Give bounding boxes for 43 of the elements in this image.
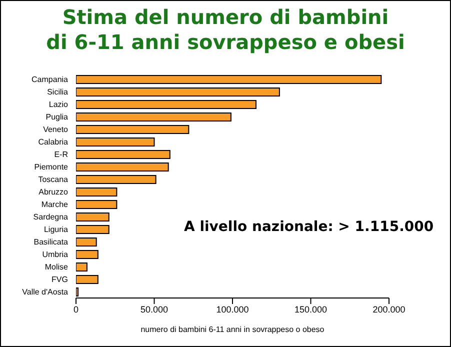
bar [76,200,118,209]
bar [76,88,280,96]
bar [76,138,155,146]
x-axis-title: numero di bambini 6-11 anni in sovrappeso o obeso [140,325,325,334]
bar [76,125,190,134]
bar [76,212,110,222]
y-tick-label: Umbria [42,250,69,260]
y-tick-label: Marche [41,200,69,210]
x-tick-label: 0 [73,304,79,314]
y-tick-label: Veneto [43,125,69,134]
x-tick-label: 150.000 [294,304,328,314]
bar [76,262,88,272]
bar [76,150,170,159]
y-tick-label: Puglia [46,112,69,122]
bar [76,275,98,284]
y-tick-label: Valle d'Aosta [22,288,69,297]
y-tick-label: Lazio [48,100,69,110]
y-tick-label: Abruzzo [38,188,69,197]
y-tick-label: FVG [52,275,68,284]
bar [76,238,97,246]
y-tick-label: Molise [44,262,69,272]
bar [76,100,256,109]
bar [76,112,232,122]
bar [76,250,98,259]
bar [76,75,382,84]
x-tick-label: 100.000 [216,304,249,314]
bar [76,175,156,184]
bar [76,162,169,172]
chart-title: Stima del numero di bambini di 6-11 anni sovrappeso e obesi [45,5,406,55]
y-tick-label: Calabria [38,138,69,147]
bar [76,225,110,234]
y-tick-label: Basilicata [34,238,69,247]
y-tick-label: Toscana [38,175,69,184]
annotation: A livello nazionale: > 1.115.000 [184,219,434,235]
y-tick-label: Campania [32,75,69,84]
y-tick-label: E-R [54,150,68,160]
y-tick-label: Sicilia [47,88,69,97]
x-tick-label: 200.000 [372,304,406,314]
y-tick-label: Liguria [44,225,69,234]
y-tick-label: Piemonte [34,162,69,172]
bar [76,188,118,196]
y-tick-label: Sardegna [33,212,69,222]
x-tick-label: 50.000 [140,304,168,314]
